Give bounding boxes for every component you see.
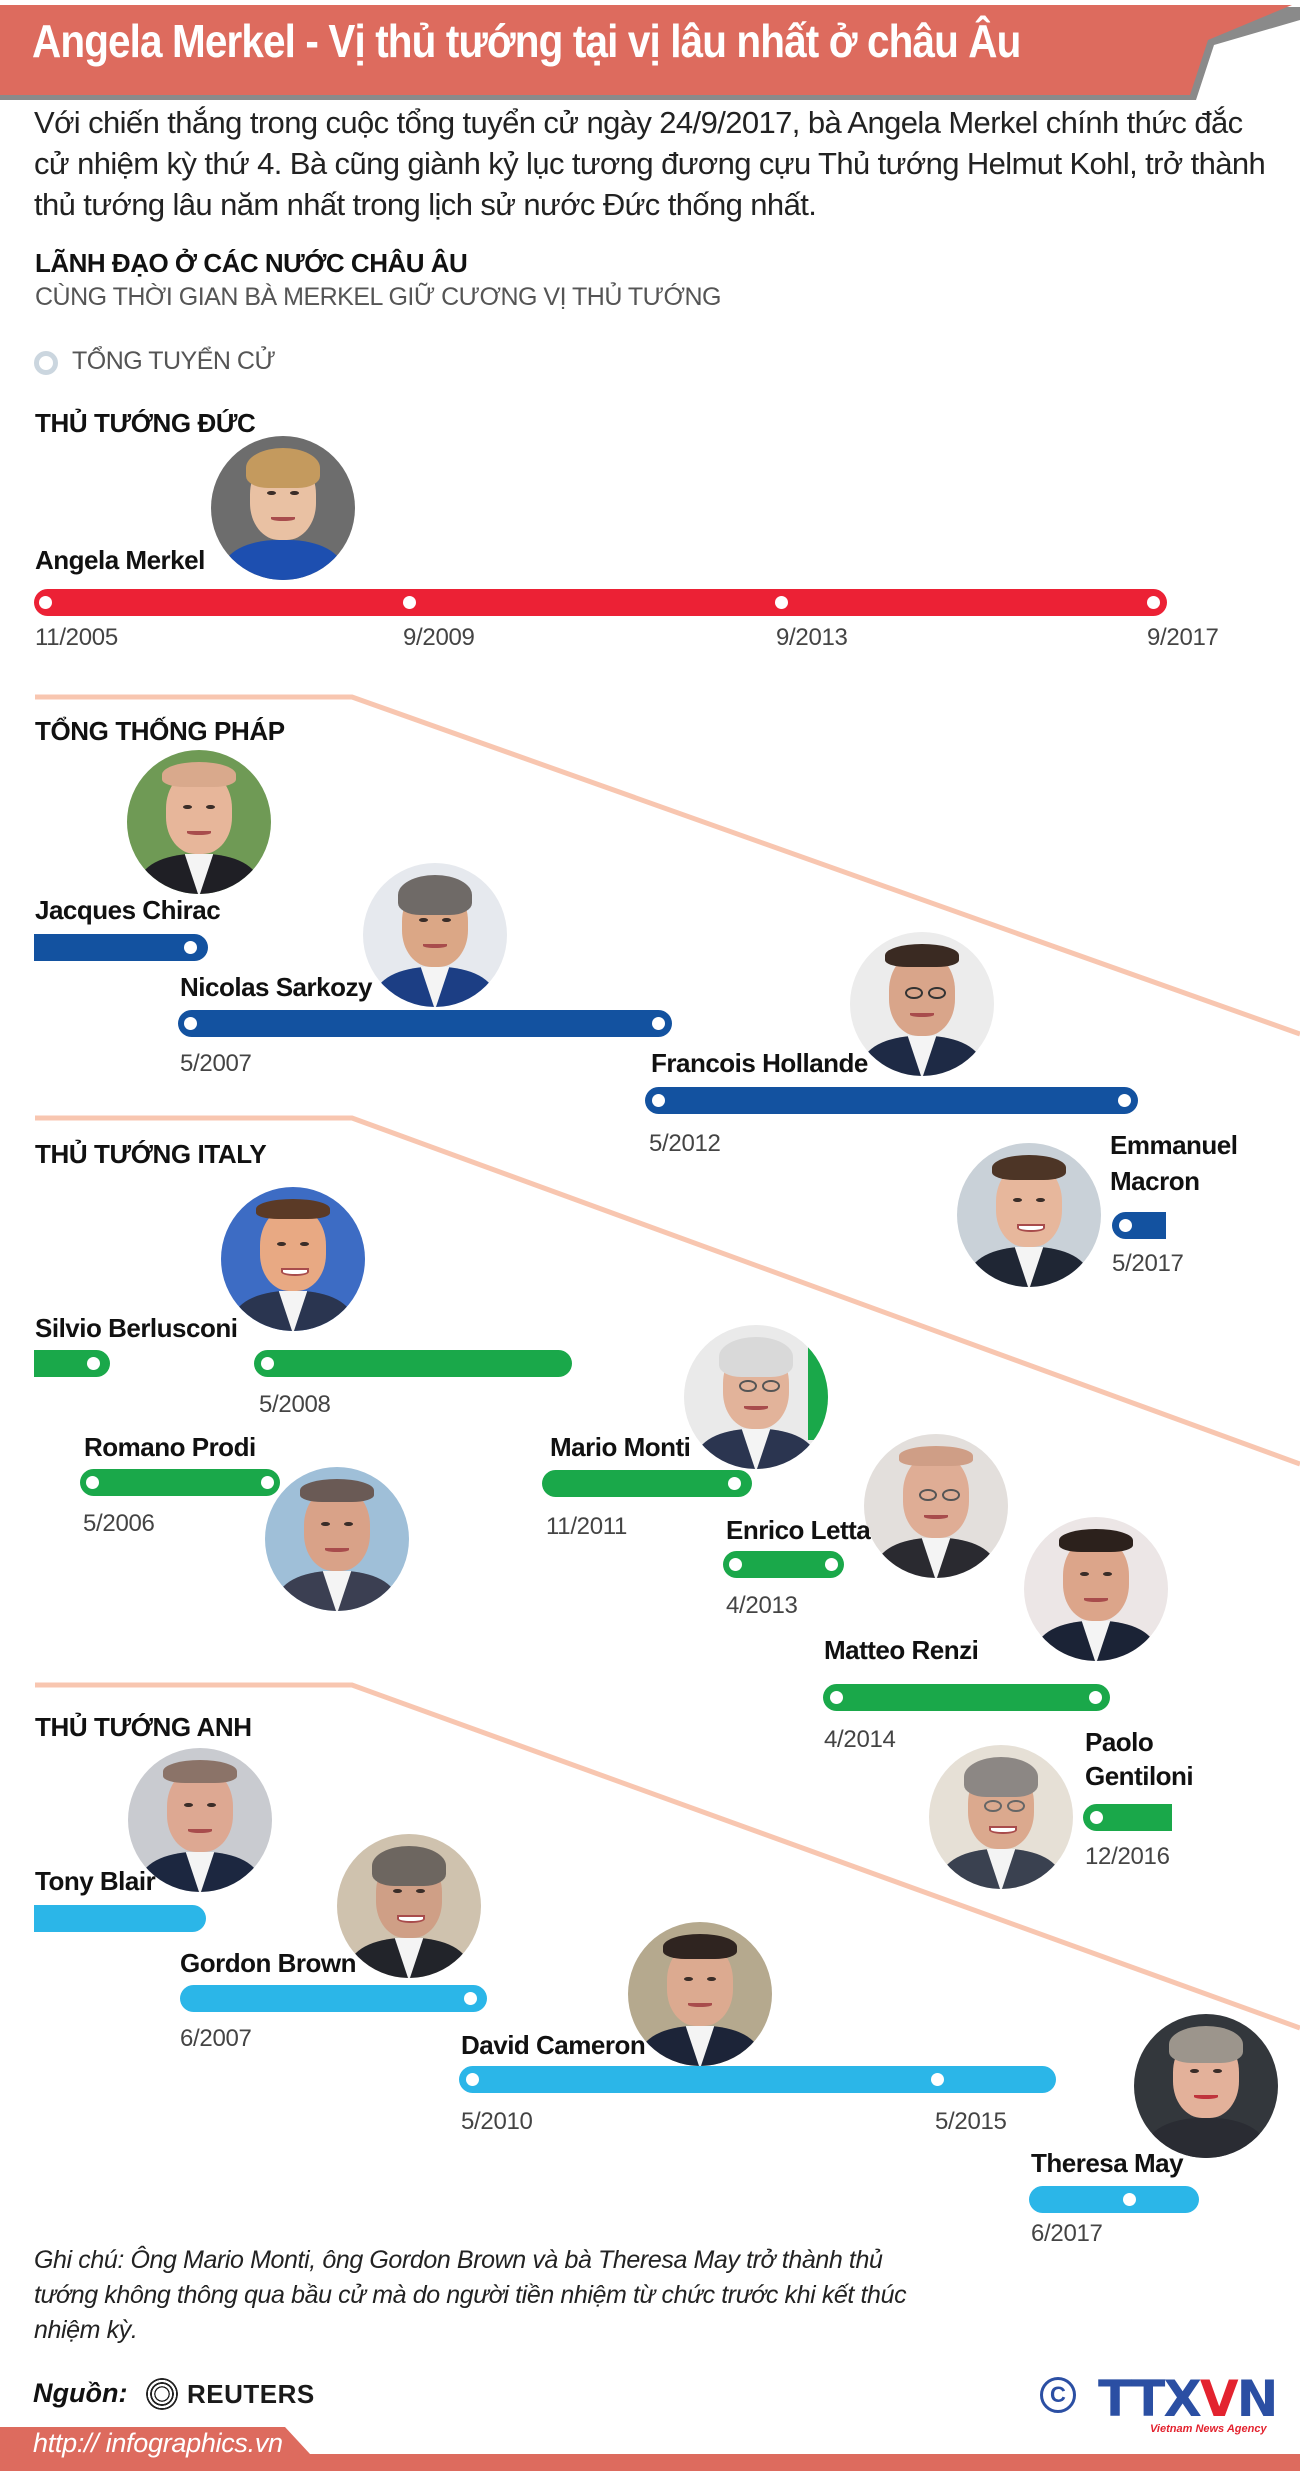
leader-name-berlusconi: Silvio Berlusconi bbox=[35, 1313, 238, 1343]
leader-name-hollande: Francois Hollande bbox=[651, 1048, 868, 1078]
copyright-icon: C bbox=[1040, 2377, 1076, 2413]
term-bar-hollande bbox=[645, 1087, 1138, 1114]
portrait-renzi bbox=[1024, 1517, 1168, 1661]
portrait-chirac bbox=[127, 750, 271, 894]
reuters-logo-icon bbox=[146, 2378, 178, 2410]
leader-name-monti: Mario Monti bbox=[550, 1432, 691, 1462]
term-bar-berlusconi-1 bbox=[34, 1350, 110, 1377]
date-berlusconi: 5/2008 bbox=[259, 1391, 331, 1418]
date-may: 6/2017 bbox=[1031, 2220, 1103, 2247]
source-name: REUTERS bbox=[187, 2379, 315, 2409]
section-title-france: TỔNG THỐNG PHÁP bbox=[35, 716, 285, 746]
date-renzi: 4/2014 bbox=[824, 1726, 896, 1753]
term-bar-letta bbox=[723, 1551, 844, 1578]
chart-subheading: CÙNG THỜI GIAN BÀ MERKEL GIỮ CƯƠNG VỊ TH… bbox=[35, 283, 721, 311]
date-cameron-2: 5/2015 bbox=[935, 2108, 1007, 2135]
portrait-letta bbox=[864, 1434, 1008, 1578]
portrait-may bbox=[1134, 2014, 1278, 2158]
portrait-brown bbox=[337, 1834, 481, 1978]
ttxvn-logo: TTXVN bbox=[1098, 2370, 1279, 2428]
ring-icon bbox=[34, 351, 58, 375]
source-label: Nguồn: bbox=[33, 2378, 128, 2408]
portrait-monti bbox=[684, 1325, 828, 1469]
ttxvn-tagline: Vietnam News Agency bbox=[1150, 2423, 1267, 2435]
term-bar-sarkozy bbox=[178, 1010, 672, 1037]
portrait-sarkozy bbox=[363, 863, 507, 1007]
term-bar-brown bbox=[180, 1985, 487, 2012]
leader-name-prodi: Romano Prodi bbox=[84, 1432, 256, 1462]
date-monti: 11/2011 bbox=[546, 1513, 628, 1540]
leader-name-macron-line1: Emmanuel bbox=[1110, 1130, 1238, 1160]
title-banner bbox=[0, 5, 1300, 100]
portrait-merkel bbox=[211, 436, 355, 580]
legend-label: TỔNG TUYỂN CỬ bbox=[72, 347, 276, 375]
leader-name-sarkozy: Nicolas Sarkozy bbox=[180, 972, 372, 1002]
term-bar-berlusconi-2 bbox=[254, 1350, 572, 1377]
leader-name-merkel: Angela Merkel bbox=[35, 545, 205, 575]
portrait-cameron bbox=[628, 1922, 772, 2066]
term-bar-merkel bbox=[34, 589, 1167, 616]
ttxvn-logo-v: V bbox=[1199, 2370, 1239, 2428]
portrait-gentiloni bbox=[929, 1745, 1073, 1889]
ttxvn-logo-n: N bbox=[1236, 2370, 1279, 2428]
portrait-hollande bbox=[850, 932, 994, 1076]
ttxvn-logo-main: TTX bbox=[1098, 2370, 1202, 2428]
term-bar-renzi bbox=[823, 1684, 1110, 1711]
portrait-berlusconi bbox=[221, 1187, 365, 1331]
date-sarkozy: 5/2007 bbox=[180, 1050, 252, 1077]
leader-name-macron-line2: Macron bbox=[1110, 1166, 1200, 1196]
term-bar-cameron bbox=[459, 2066, 1056, 2093]
leader-name-brown: Gordon Brown bbox=[180, 1948, 356, 1978]
date-macron: 5/2017 bbox=[1112, 1250, 1184, 1277]
section-title-germany: THỦ TƯỚNG ĐỨC bbox=[35, 408, 256, 438]
term-bar-monti bbox=[542, 1470, 752, 1497]
date-merkel-4: 9/2017 bbox=[1147, 624, 1219, 651]
portrait-blair bbox=[128, 1748, 272, 1892]
page-title: Angela Merkel - Vị thủ tướng tại vị lâu … bbox=[32, 15, 1021, 67]
term-bar-blair bbox=[34, 1905, 206, 1932]
leader-name-chirac: Jacques Chirac bbox=[35, 895, 221, 925]
term-bar-may bbox=[1029, 2186, 1199, 2213]
term-bar-gentiloni bbox=[1083, 1804, 1172, 1831]
term-bar-prodi bbox=[80, 1469, 280, 1496]
date-merkel-3: 9/2013 bbox=[776, 624, 848, 651]
footer-bar bbox=[0, 2454, 1300, 2471]
leader-name-gentiloni-line1: Paolo bbox=[1085, 1727, 1154, 1757]
footer-tab bbox=[0, 2427, 310, 2471]
date-letta: 4/2013 bbox=[726, 1592, 798, 1619]
date-brown: 6/2007 bbox=[180, 2025, 252, 2052]
portrait-macron bbox=[957, 1143, 1101, 1287]
date-merkel-1: 11/2005 bbox=[35, 624, 118, 651]
leader-name-letta: Enrico Letta bbox=[726, 1515, 871, 1545]
date-prodi: 5/2006 bbox=[83, 1510, 155, 1537]
leader-name-renzi: Matteo Renzi bbox=[824, 1635, 979, 1665]
leader-name-gentiloni-line2: Gentiloni bbox=[1085, 1761, 1194, 1791]
term-bar-macron bbox=[1112, 1212, 1166, 1239]
date-merkel-2: 9/2009 bbox=[403, 624, 475, 651]
leader-name-cameron: David Cameron bbox=[461, 2030, 646, 2060]
section-title-italy: THỦ TƯỚNG ITALY bbox=[35, 1139, 267, 1169]
intro-paragraph: Với chiến thắng trong cuộc tổng tuyển cử… bbox=[34, 105, 1266, 222]
leader-name-may: Theresa May bbox=[1031, 2148, 1184, 2178]
footnote: Ghi chú: Ông Mario Monti, ông Gordon Bro… bbox=[34, 2246, 907, 2344]
leader-name-blair: Tony Blair bbox=[35, 1866, 156, 1896]
date-hollande: 5/2012 bbox=[649, 1130, 721, 1157]
portrait-prodi bbox=[265, 1467, 409, 1611]
section-title-uk: THỦ TƯỚNG ANH bbox=[35, 1712, 252, 1742]
term-bar-chirac bbox=[34, 934, 208, 961]
date-cameron-1: 5/2010 bbox=[461, 2108, 533, 2135]
footer-url-link[interactable]: http:// infographics.vn bbox=[33, 2428, 283, 2458]
chart-heading: LÃNH ĐẠO Ở CÁC NƯỚC CHÂU ÂU bbox=[35, 248, 468, 278]
date-gentiloni: 12/2016 bbox=[1085, 1843, 1170, 1870]
